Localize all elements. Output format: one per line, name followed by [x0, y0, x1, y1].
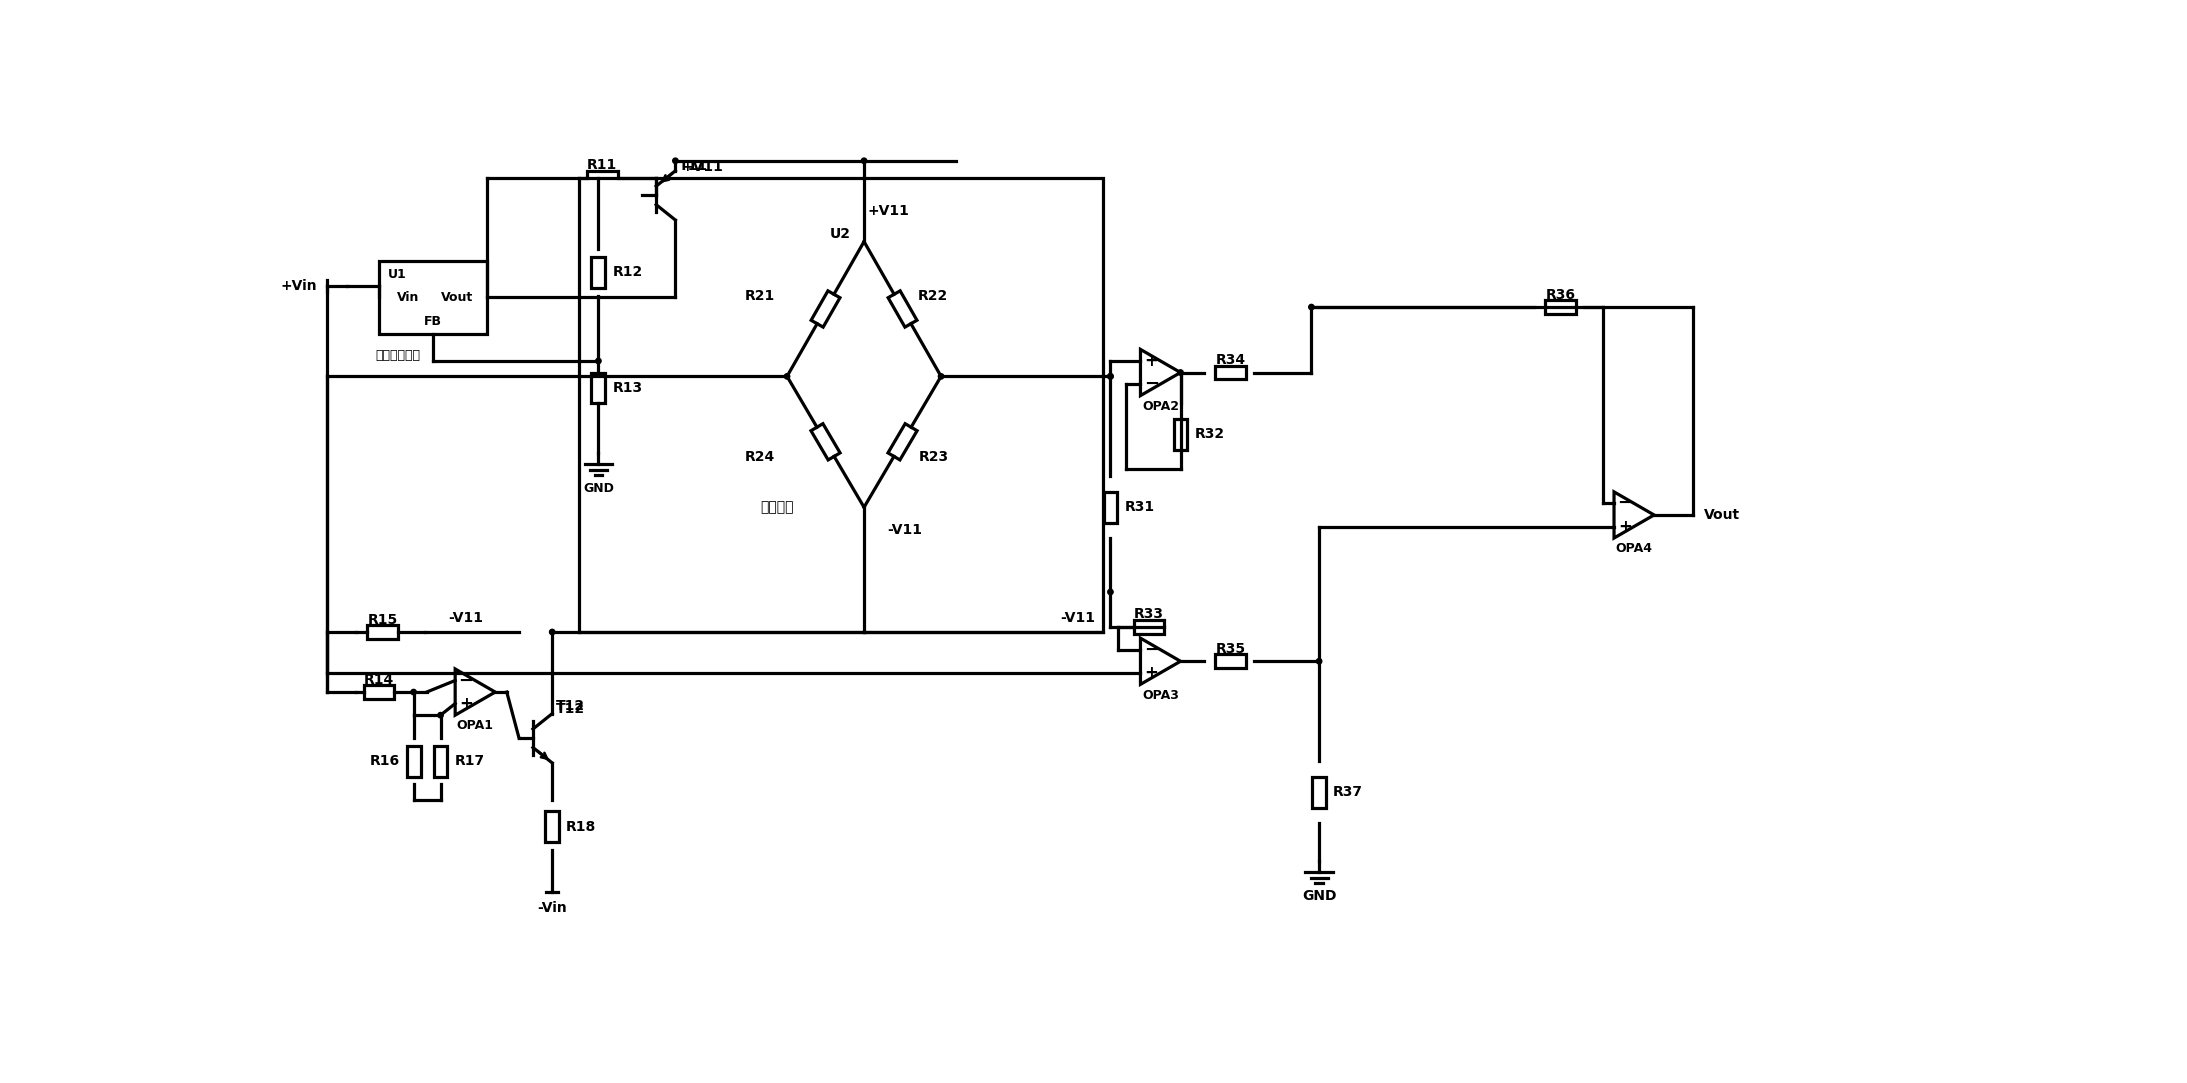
Text: Vin: Vin [398, 291, 420, 304]
Bar [590, 257, 606, 288]
Text: −: − [1616, 495, 1632, 512]
Text: 精密稳压电源: 精密稳压电源 [376, 349, 420, 362]
Circle shape [674, 158, 678, 164]
Text: R33: R33 [1133, 608, 1163, 622]
Polygon shape [1139, 350, 1181, 395]
Text: T12: T12 [555, 702, 586, 716]
Text: +V11: +V11 [682, 160, 724, 174]
Circle shape [1109, 374, 1113, 379]
Text: -V11: -V11 [888, 523, 923, 537]
Polygon shape [811, 423, 840, 460]
Bar [433, 746, 448, 777]
Bar [1133, 619, 1163, 634]
Text: R24: R24 [746, 451, 774, 465]
Text: GND: GND [584, 482, 615, 495]
Text: R14: R14 [363, 673, 394, 687]
Text: OPA4: OPA4 [1616, 543, 1653, 556]
Bar [1104, 492, 1118, 523]
Bar [580, 178, 1102, 632]
Text: +: + [1618, 518, 1632, 535]
Bar [407, 746, 420, 777]
Text: U2: U2 [829, 227, 851, 240]
Circle shape [411, 690, 416, 695]
Text: R22: R22 [919, 288, 949, 302]
Text: R34: R34 [1216, 353, 1247, 367]
Text: R32: R32 [1194, 427, 1225, 441]
Text: +: + [459, 694, 472, 713]
Text: GND: GND [1301, 889, 1336, 903]
Bar [363, 686, 394, 699]
Text: R13: R13 [612, 381, 643, 395]
Bar [1216, 654, 1247, 668]
Polygon shape [811, 291, 840, 327]
Text: -V11: -V11 [1061, 611, 1096, 625]
Circle shape [595, 358, 601, 364]
Text: R23: R23 [919, 451, 949, 465]
Polygon shape [1614, 492, 1653, 538]
Bar [545, 811, 560, 843]
Text: -V11: -V11 [448, 611, 483, 625]
Circle shape [862, 158, 866, 164]
Text: FB: FB [424, 315, 442, 328]
Text: +: + [1144, 664, 1159, 682]
Bar [590, 373, 606, 403]
Polygon shape [888, 291, 916, 327]
Text: R21: R21 [746, 288, 774, 302]
Circle shape [938, 374, 945, 379]
Text: −: − [1144, 641, 1159, 658]
Circle shape [1109, 374, 1113, 379]
Text: R16: R16 [370, 755, 400, 768]
Text: 应变电桥: 应变电桥 [761, 500, 794, 514]
Text: +Vin: +Vin [280, 278, 317, 292]
Text: −: − [459, 671, 475, 690]
Circle shape [1317, 658, 1321, 664]
Text: R36: R36 [1546, 288, 1577, 302]
Text: R12: R12 [612, 265, 643, 279]
Text: R15: R15 [367, 613, 398, 627]
Text: R37: R37 [1332, 785, 1363, 799]
Text: R18: R18 [566, 820, 597, 834]
Text: T11: T11 [680, 159, 709, 173]
Text: +V11: +V11 [868, 204, 910, 218]
Circle shape [437, 713, 444, 718]
Bar [1546, 300, 1577, 314]
Text: OPA2: OPA2 [1142, 400, 1179, 413]
Polygon shape [455, 669, 494, 715]
Text: +: + [1144, 352, 1159, 370]
Text: OPA3: OPA3 [1142, 689, 1179, 702]
Circle shape [785, 374, 790, 379]
Bar [1312, 777, 1325, 808]
Text: OPA1: OPA1 [457, 719, 494, 732]
Bar [1216, 366, 1247, 379]
Bar [378, 261, 488, 334]
Text: T12: T12 [555, 699, 586, 713]
Polygon shape [1139, 638, 1181, 684]
Text: Vout: Vout [1704, 508, 1741, 522]
Text: R35: R35 [1216, 642, 1247, 656]
Text: R31: R31 [1124, 500, 1155, 514]
Circle shape [1308, 304, 1314, 310]
Bar [367, 625, 398, 639]
Text: R11: R11 [586, 158, 617, 172]
Text: Vout: Vout [442, 291, 475, 304]
Circle shape [549, 629, 555, 635]
Text: −: − [1144, 375, 1159, 393]
Text: -Vin: -Vin [538, 901, 566, 915]
Bar [586, 171, 617, 184]
Circle shape [1179, 369, 1183, 375]
Circle shape [1109, 589, 1113, 595]
Bar [1174, 419, 1188, 449]
Text: R17: R17 [455, 755, 486, 768]
Text: U1: U1 [387, 269, 407, 282]
Polygon shape [888, 423, 916, 460]
